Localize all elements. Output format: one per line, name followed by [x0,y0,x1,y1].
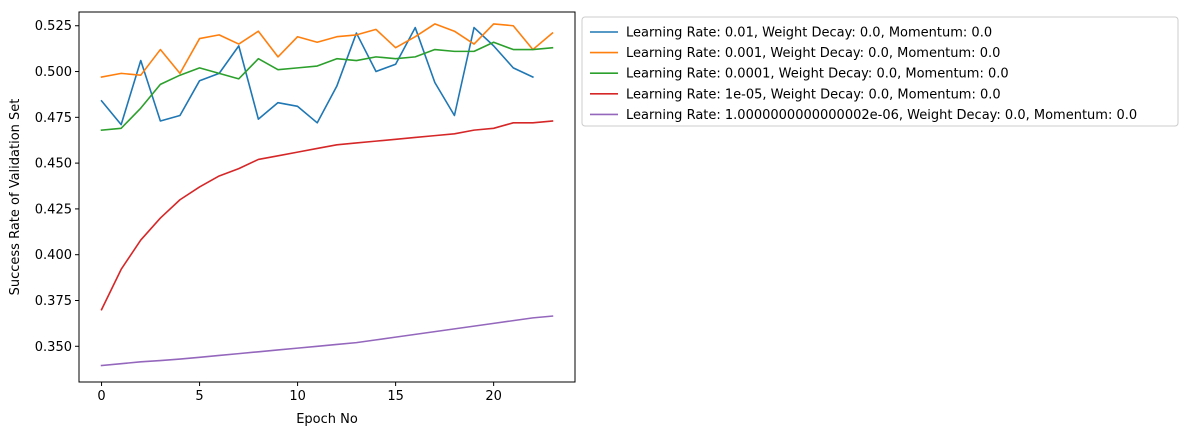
y-tick-label: 0.525 [35,19,72,34]
y-tick-label: 0.500 [35,65,72,80]
legend: Learning Rate: 0.01, Weight Decay: 0.0, … [581,16,1179,127]
series-line-3 [100,41,554,132]
series-line-4 [100,120,554,311]
x-tick-label: 5 [195,389,203,404]
series-line-2 [100,23,554,78]
x-tick-label: 0 [97,389,105,404]
y-axis-label: Success Rate of Validation Set [8,99,23,296]
y-tick-label: 0.425 [35,202,72,217]
series-line-5 [100,315,554,367]
plot-area [79,12,575,382]
y-tick-label: 0.400 [35,248,72,263]
series-layer [100,23,554,367]
legend-label-2: Learning Rate: 0.001, Weight Decay: 0.0,… [626,46,1000,61]
axes-frame [78,11,576,383]
x-tick-label: 10 [289,389,306,404]
legend-box [581,16,1179,127]
legend-label-5: Learning Rate: 1.0000000000000002e-06, W… [626,108,1137,123]
series-line-1 [100,26,534,126]
y-tick-label: 0.450 [35,157,72,172]
x-tick-label: 20 [485,389,502,404]
legend-label-3: Learning Rate: 0.0001, Weight Decay: 0.0… [626,67,1009,82]
axes-layer: 0 5 10 15 20 0.350 0.375 0.400 0.425 0.450 0.475 0.… [35,11,576,404]
y-tick-label: 0.350 [35,340,72,355]
plot-background [79,12,575,382]
y-tick-label: 0.475 [35,111,72,126]
y-tick-label: 0.375 [35,294,72,309]
x-axis-label: Epoch No [296,412,358,427]
legend-label-1: Learning Rate: 0.01, Weight Decay: 0.0, … [626,26,992,41]
legend-label-4: Learning Rate: 1e-05, Weight Decay: 0.0,… [626,87,1001,102]
x-tick-label: 15 [387,389,404,404]
